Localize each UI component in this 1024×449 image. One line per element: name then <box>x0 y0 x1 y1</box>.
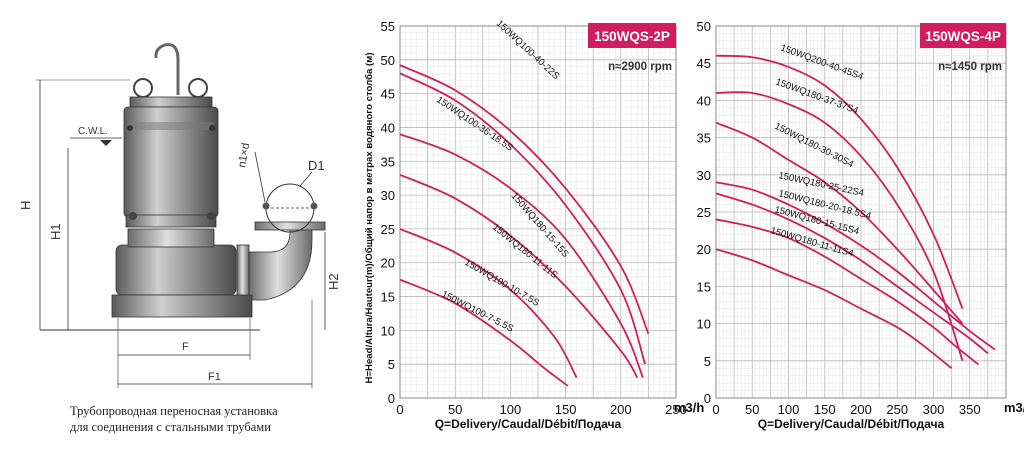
chart-4p-xtick-label: 50 <box>745 402 759 417</box>
label-h: H <box>18 201 33 210</box>
chart-2p-xtick-label: 150 <box>555 402 577 417</box>
caption-line-1: Трубопроводная переносная установка <box>70 404 278 418</box>
chart-2p-ytick-label: 40 <box>381 120 395 135</box>
chart-4p-ytick-label: 50 <box>697 19 711 34</box>
label-f1: F1 <box>208 371 221 383</box>
label-f: F <box>182 341 189 353</box>
chart-2p-series-line-6 <box>399 278 569 387</box>
chart-2p-series-label-1: 150WQ100-40-22S <box>494 18 561 82</box>
pump-base <box>111 294 253 318</box>
chart-2p-series-line-1 <box>399 64 650 335</box>
chart-4p-series-line-6 <box>715 218 980 366</box>
chart-2p-ytick-label: 30 <box>381 188 395 203</box>
chart-2p-badge-label: 150WQS-2P <box>594 29 670 44</box>
chart-4p-series-line-5 <box>715 192 989 355</box>
chart-4p-badge-box <box>920 23 1006 48</box>
chart-4p-xtick-label: 100 <box>778 402 800 417</box>
chart-4p-speed-label: n≈1450 rpm <box>938 61 1002 73</box>
chart-4p-ytick-label: 15 <box>697 279 711 294</box>
chart-2p-ytick-label: 45 <box>381 87 395 102</box>
chart-4p-series-label-2: 150WQ180-37-37S4 <box>774 76 860 116</box>
chart-2p-ytick-label: 15 <box>381 290 395 305</box>
chart-2p-ytick-label: 5 <box>388 357 395 372</box>
label-h1: H1 <box>48 223 63 240</box>
chart-4p-xtick-label: 150 <box>814 402 836 417</box>
chart-2p-xtick-label: 250 <box>665 402 687 417</box>
chart-2p-svg: 0 5 10 15 20 25 30 35 40 45 50 55 0 50 100 150 200 250m3/… <box>364 18 704 431</box>
chart-4p-ytick-label: 40 <box>697 93 711 108</box>
chart-4p-xaxis-title: Q=Delivery/Caudal/Débit/Подача <box>758 417 945 431</box>
chart-2p-xaxis-title: Q=Delivery/Caudal/Débit/Подача <box>435 417 622 431</box>
lifting-ring-left <box>133 78 153 98</box>
label-d1: D1 <box>308 158 325 173</box>
chart-4p-ytick-label: 45 <box>697 56 711 71</box>
motor-top-cap <box>129 96 213 108</box>
chart-4p-ytick-label: 35 <box>697 131 711 146</box>
performance-chart-4p: 0 5 10 15 20 25 30 35 40 45 50 0 50 100 150 200 250 300 35… <box>690 6 1024 436</box>
chart-2p-ytick-label: 55 <box>381 19 395 34</box>
pump-installation-drawing: D1 n1×d C.W.L. H H1 H2 F F1 Трубопроводн… <box>0 0 360 444</box>
chart-4p-series-line-4 <box>715 181 996 351</box>
chart-2p-series-line-5 <box>399 228 578 379</box>
chart-4p-ytick-label: 5 <box>704 354 711 369</box>
chart-2p-series-line-2 <box>399 72 646 365</box>
chart-2p-series-line-3 <box>399 133 644 379</box>
chart-2p-xtick-label: 50 <box>448 402 462 417</box>
chart-2p-ytick-label: 25 <box>381 222 395 237</box>
chart-4p-unit-label: m3/h <box>1004 400 1024 415</box>
power-cable <box>154 43 180 95</box>
lifting-ring-right <box>188 78 208 98</box>
chart-4p-xtick-label: 350 <box>959 402 981 417</box>
chart-4p-xtick-label: 200 <box>850 402 872 417</box>
chart-4p-svg: 0 5 10 15 20 25 30 35 40 45 50 0 50 100 150 200 250 300 35… <box>697 19 1024 431</box>
chart-4p-badge-label: 150WQS-4P <box>925 29 1001 44</box>
chart-2p-grid <box>399 25 677 399</box>
chart-2p-ytick-label: 35 <box>381 154 395 169</box>
elbow-pipe <box>248 227 313 301</box>
chart-4p-xtick-label: 250 <box>886 402 908 417</box>
chart-4p-xtick-label: 300 <box>923 402 945 417</box>
chart-2p-series-line-4 <box>399 173 639 379</box>
chart-4p-series-line-7 <box>715 248 953 369</box>
chart-2p-xtick-label: 0 <box>396 402 403 417</box>
chart-4p-ytick-label: 0 <box>704 391 711 406</box>
chart-2p-yaxis-title: H=Head/Altura/Hauteur(m)/Общий напор в м… <box>364 52 375 383</box>
chart-4p-frame <box>715 25 1007 399</box>
label-nd: n1×d <box>236 142 252 168</box>
chart-4p-series-line-3 <box>715 121 964 325</box>
chart-2p-ytick-label: 10 <box>381 323 395 338</box>
chart-4p-ytick-label: 20 <box>697 242 711 257</box>
chart-2p-speed-label: n≈2900 rpm <box>608 61 672 73</box>
label-h2: H2 <box>326 273 341 290</box>
chart-4p-group: 0 5 10 15 20 25 30 35 40 45 50 0 50 100 150 200 250 300 35… <box>697 19 1024 431</box>
chart-2p-badge-box <box>588 23 676 48</box>
pump-drawing-svg: D1 n1×d C.W.L. H H1 H2 F F1 <box>18 43 341 388</box>
chart-2p-xtick-label: 200 <box>610 402 632 417</box>
chart-2p-xtick-label: 100 <box>500 402 522 417</box>
pump-volute <box>115 244 237 296</box>
performance-chart-2p: 0 5 10 15 20 25 30 35 40 45 50 55 0 50 100 150 200 250 m3/… <box>356 6 704 436</box>
chart-4p-xtick-label: 0 <box>712 402 719 417</box>
chart-2p-ytick-label: 20 <box>381 256 395 271</box>
chart-4p-ytick-label: 25 <box>697 205 711 220</box>
chart-4p-ytick-label: 10 <box>697 317 711 332</box>
caption-line-2: для соединения с стальными трубами <box>70 420 271 434</box>
chart-2p-ytick-label: 50 <box>381 53 395 68</box>
chart-2p-group: 0 5 10 15 20 25 30 35 40 45 50 55 0 50 100 150 200 250m3/… <box>364 18 704 431</box>
label-cwl: C.W.L. <box>78 126 108 137</box>
chart-4p-series-line-2 <box>715 91 964 362</box>
chart-2p-frame <box>399 25 677 399</box>
chart-4p-grid <box>715 25 1007 399</box>
chart-2p-unit-label: m3/h <box>674 400 704 415</box>
chart-4p-series-line-1 <box>715 54 964 310</box>
chart-4p-ytick-label: 30 <box>697 168 711 183</box>
chart-2p-ytick-label: 0 <box>388 391 395 406</box>
